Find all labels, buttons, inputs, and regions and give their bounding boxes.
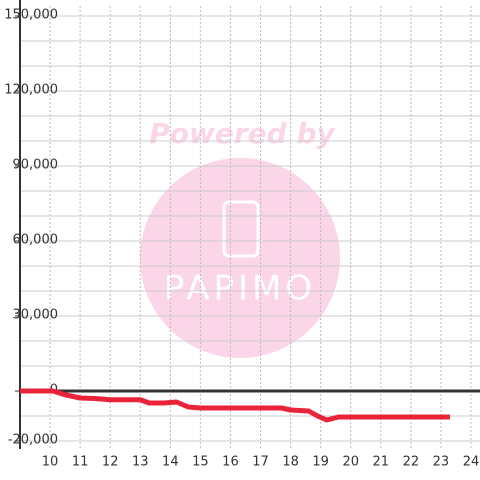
watermark-brand: PAPIMO (164, 269, 316, 309)
x-tick-label: 19 (312, 455, 329, 470)
x-tick-label: 22 (403, 455, 420, 470)
x-tick-label: 10 (42, 455, 59, 470)
x-tick-label: 23 (433, 455, 450, 470)
x-tick-label: 13 (132, 455, 149, 470)
x-tick-label: 17 (252, 455, 269, 470)
line (20, 388, 450, 423)
y-tick-label: 120,000 (4, 83, 58, 98)
y-tick-label: 90,000 (13, 158, 59, 173)
watermark-logo (140, 158, 340, 358)
x-tick-label: 12 (102, 455, 119, 470)
x-tick-label: 20 (342, 455, 359, 470)
x-tick-label: 15 (192, 455, 209, 470)
y-tick-label: 30,000 (13, 308, 59, 323)
x-tick-label: 14 (162, 455, 179, 470)
x-tick-label: 21 (373, 455, 390, 470)
x-tick-label: 18 (282, 455, 299, 470)
watermark-phone (222, 200, 260, 258)
y-tick-label: 60,000 (13, 233, 59, 248)
y-tick-label: 150,000 (4, 8, 58, 23)
x-tick-label: 11 (72, 455, 89, 470)
x-tick-label: 24 (463, 455, 480, 470)
watermark-text: Powered by (149, 117, 336, 150)
x-tick-label: 16 (222, 455, 239, 470)
y-tick-label: -20,000 (8, 433, 58, 448)
